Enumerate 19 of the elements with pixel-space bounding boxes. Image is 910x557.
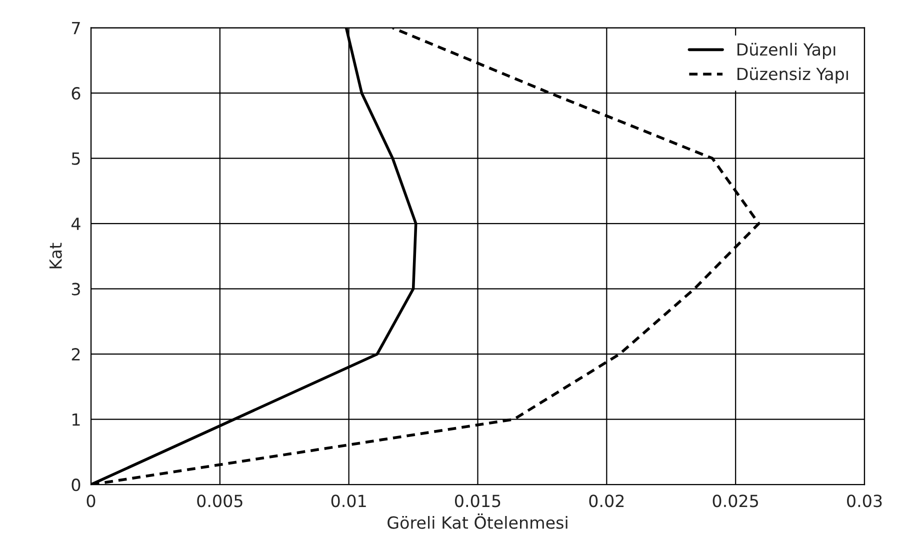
y-tick-label: 2 (72, 348, 80, 360)
x-axis-title: Göreli Kat Ötelenmesi (388, 513, 568, 529)
x-tick-label: 0.01 (331, 494, 366, 508)
legend-label: Düzenli Yapı (738, 42, 836, 59)
x-tick-label: 0.02 (589, 494, 624, 508)
y-tick-label: 0 (72, 478, 80, 492)
x-tick-label: 0.015 (454, 494, 500, 508)
x-tick-label: 0.005 (197, 494, 242, 508)
legend-label: Düzensiz Yapı (738, 67, 848, 84)
y-tick-label: 6 (72, 87, 80, 100)
y-tick-label: 1 (72, 414, 80, 426)
y-tick-label: 5 (72, 152, 80, 165)
y-axis-title: Kat (50, 242, 62, 268)
y-tick-label: 3 (72, 282, 80, 296)
x-tick-label: 0.03 (847, 494, 882, 508)
x-tick-label: 0.025 (712, 494, 758, 508)
y-tick-label: 7 (72, 22, 80, 34)
y-tick-label: 4 (71, 218, 80, 230)
x-tick-label: 0 (86, 494, 96, 508)
